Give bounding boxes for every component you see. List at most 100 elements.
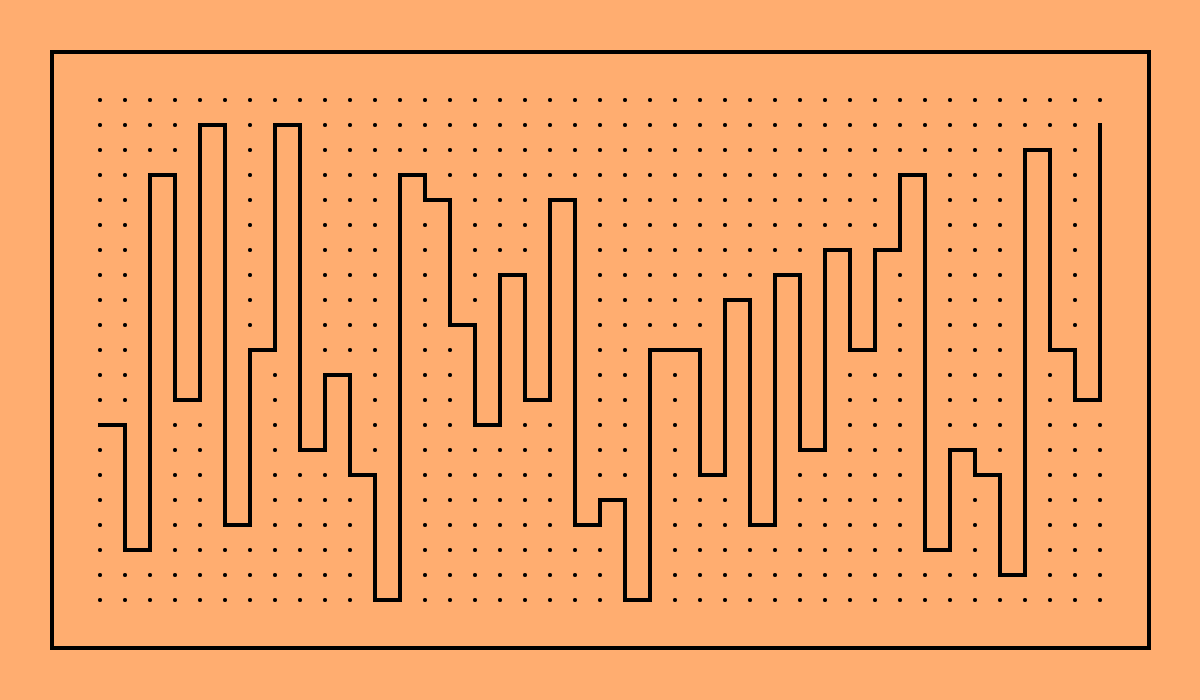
grid-dot [998,273,1002,277]
grid-dot [973,123,977,127]
grid-dot [498,173,502,177]
grid-dot [348,548,352,552]
grid-dot [448,173,452,177]
grid-dot [598,223,602,227]
grid-dot [598,348,602,352]
grid-dot [523,473,527,477]
grid-dot [1048,573,1052,577]
grid-dot [98,248,102,252]
grid-dot [498,573,502,577]
grid-dot [373,198,377,202]
grid-dot [948,598,952,602]
grid-dot [523,223,527,227]
grid-dot [473,548,477,552]
grid-dot [898,573,902,577]
grid-dot [798,198,802,202]
grid-dot [998,98,1002,102]
grid-dot [673,548,677,552]
grid-dot [598,123,602,127]
grid-dot [898,448,902,452]
grid-dot [698,298,702,302]
grid-dot [373,373,377,377]
grid-dot [973,148,977,152]
grid-dot [623,323,627,327]
grid-dot [348,148,352,152]
grid-dot [748,198,752,202]
grid-dot [1073,248,1077,252]
grid-dot [648,148,652,152]
grid-dot [848,398,852,402]
grid-dot [498,98,502,102]
grid-dot [173,498,177,502]
grid-dot [123,98,127,102]
grid-dot [173,548,177,552]
grid-dot [848,548,852,552]
grid-dot [498,498,502,502]
grid-dot [548,548,552,552]
grid-dot [448,348,452,352]
grid-dot [398,123,402,127]
grid-dot [98,198,102,202]
grid-dot [598,198,602,202]
grid-dot [173,473,177,477]
grid-dot [548,123,552,127]
grid-dot [123,598,127,602]
grid-dot [973,248,977,252]
grid-dot [773,223,777,227]
grid-dot [823,473,827,477]
grid-dot [448,98,452,102]
grid-dot [823,498,827,502]
grid-dot [873,198,877,202]
grid-dot [748,98,752,102]
grid-dot [323,123,327,127]
grid-dot [623,148,627,152]
grid-dot [348,598,352,602]
grid-dot [873,423,877,427]
grid-dot [423,223,427,227]
grid-dot [973,398,977,402]
grid-dot [823,123,827,127]
grid-dot [848,523,852,527]
grid-dot [623,223,627,227]
grid-dot [723,273,727,277]
grid-dot [273,373,277,377]
grid-dot [1098,523,1102,527]
grid-dot [798,598,802,602]
diagram-frame [50,50,1151,650]
grid-dot [498,548,502,552]
grid-dot [123,148,127,152]
grid-dot [523,498,527,502]
grid-dot [223,573,227,577]
grid-dot [648,298,652,302]
grid-dot [348,173,352,177]
grid-dot [523,423,527,427]
grid-dot [298,573,302,577]
grid-dot [123,373,127,377]
grid-dot [648,198,652,202]
grid-dot [673,98,677,102]
grid-dot [773,98,777,102]
grid-dot [898,398,902,402]
grid-dot [423,548,427,552]
grid-dot [148,598,152,602]
grid-dot [548,98,552,102]
grid-dot [823,198,827,202]
grid-dot [848,373,852,377]
grid-dot [223,598,227,602]
grid-dot [548,473,552,477]
grid-dot [598,148,602,152]
grid-dot [748,548,752,552]
grid-dot [423,473,427,477]
grid-dot [998,448,1002,452]
grid-dot [1048,548,1052,552]
grid-dot [98,148,102,152]
grid-dot [173,448,177,452]
grid-dot [698,198,702,202]
grid-dot [873,523,877,527]
grid-dot [873,223,877,227]
grid-dot [273,548,277,552]
grid-dot [698,148,702,152]
grid-dot [323,498,327,502]
grid-dot [873,98,877,102]
grid-dot [373,173,377,177]
